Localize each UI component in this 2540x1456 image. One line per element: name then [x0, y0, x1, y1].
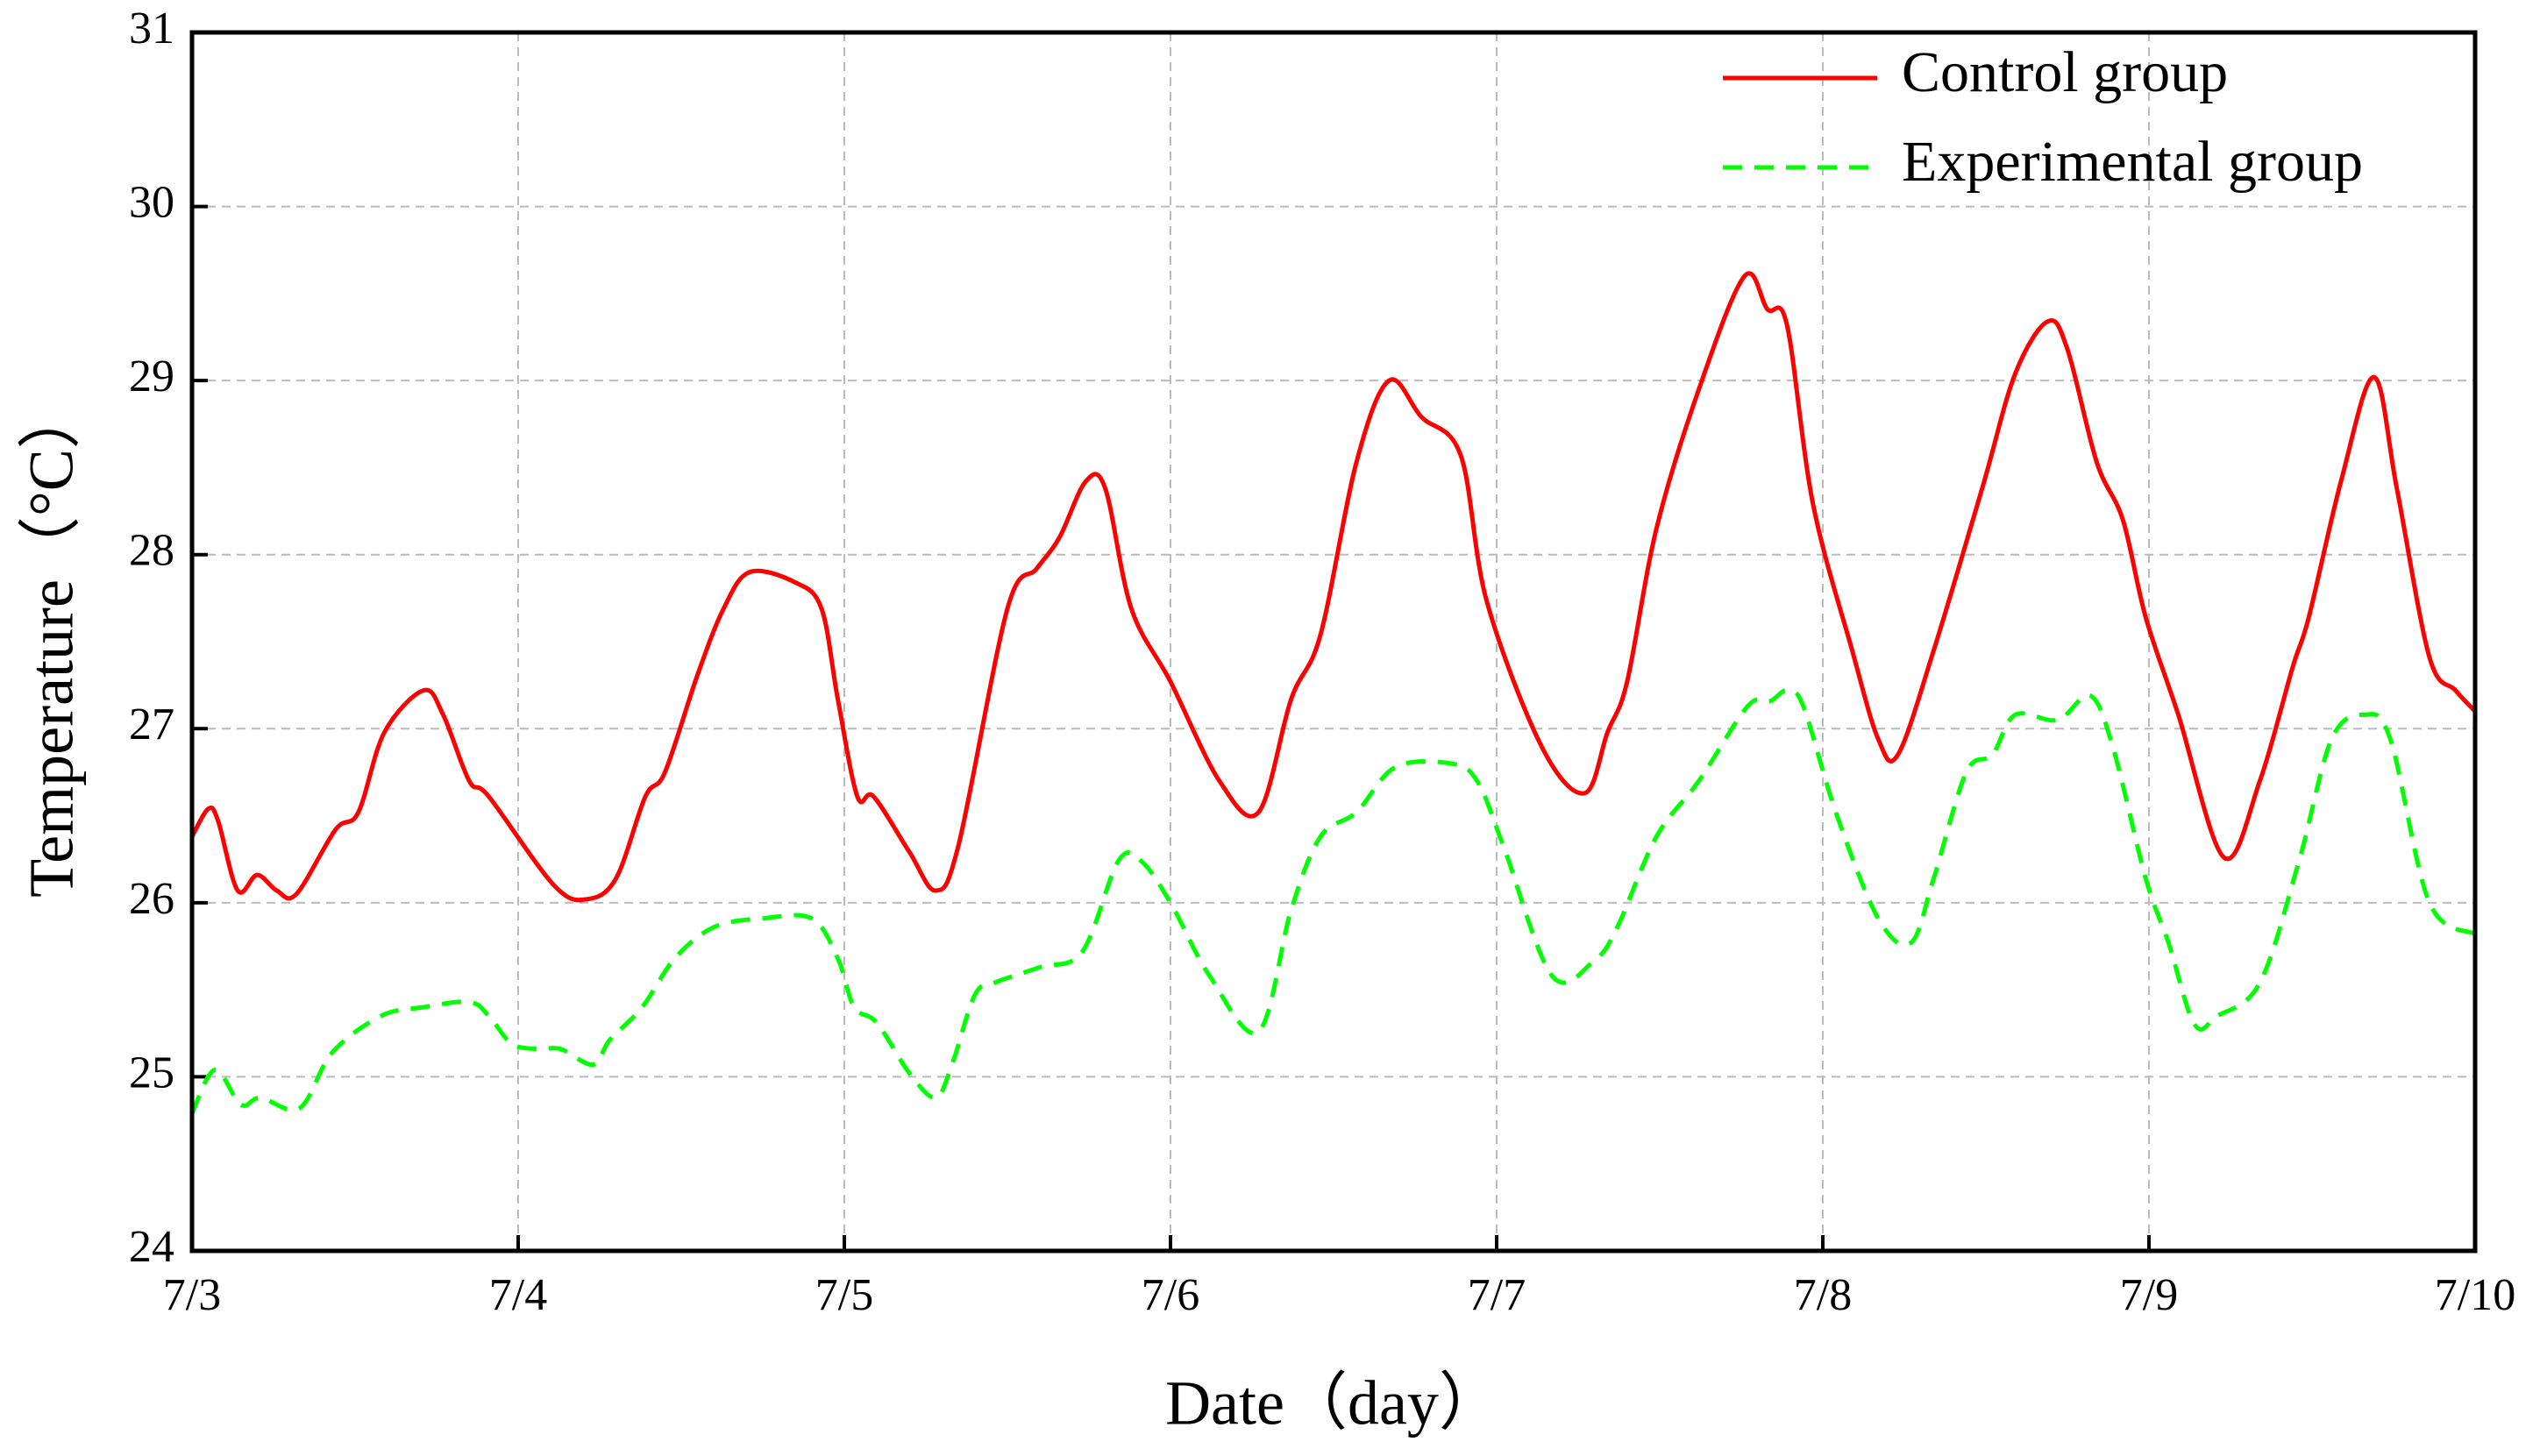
y-tick-label: 28 [129, 526, 174, 576]
x-tick-label: 7/8 [1794, 1270, 1852, 1320]
plot-frame [189, 30, 2478, 1254]
x-tick-label: 7/7 [1468, 1270, 1526, 1320]
y-axis-title: Temperature（°C） [17, 386, 87, 898]
y-tick-label: 25 [129, 1048, 174, 1097]
x-tick-label: 7/6 [1142, 1270, 1199, 1320]
x-axis-title: Date（day） [1165, 1368, 1502, 1438]
data-line [189, 688, 2477, 1115]
legend-label: Experimental group [1902, 130, 2363, 194]
y-tick-label: 30 [129, 178, 174, 228]
x-tick-label: 7/3 [163, 1270, 221, 1320]
x-tick-label: 7/4 [489, 1270, 547, 1320]
y-tick-label: 29 [129, 352, 174, 401]
legend-label: Control group [1902, 40, 2228, 104]
y-tick-label: 27 [129, 700, 174, 749]
data-line [189, 271, 2477, 903]
x-tick-label: 7/9 [2120, 1270, 2178, 1320]
y-tick-label: 24 [129, 1222, 174, 1272]
y-tick-label: 31 [129, 4, 174, 53]
x-tick-label: 7/10 [2435, 1270, 2515, 1320]
x-tick-label: 7/5 [815, 1270, 873, 1320]
y-tick-label: 26 [129, 874, 174, 924]
